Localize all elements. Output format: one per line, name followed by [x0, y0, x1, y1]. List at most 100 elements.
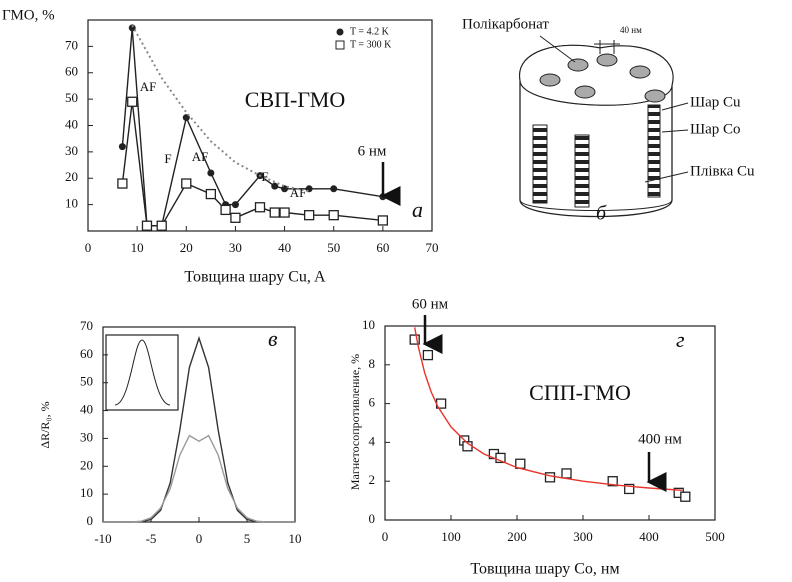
point: [607, 476, 618, 487]
y-tick-label: 50: [65, 90, 78, 105]
series-line: [121, 101, 383, 227]
y-tick-label: 2: [369, 472, 376, 487]
point: [409, 334, 420, 345]
diagram-label: Шар Co: [690, 121, 741, 137]
annotation: 60 нм: [412, 296, 449, 312]
point: [118, 143, 126, 151]
point: [207, 169, 215, 177]
annotation: AF: [192, 149, 209, 164]
y-tick-label: 10: [80, 485, 93, 500]
x-tick-label: 500: [705, 529, 725, 544]
x-tick-label: 0: [85, 240, 92, 255]
annotation: СПП-ГМО: [529, 380, 631, 405]
y-tick-label: 10: [65, 196, 78, 211]
point: [330, 185, 338, 193]
point: [117, 178, 128, 189]
wire: [532, 124, 548, 204]
x-tick-label: 40: [278, 240, 291, 255]
point: [422, 349, 434, 361]
annotation: F: [261, 169, 268, 184]
annotation: СВП-ГМО: [245, 87, 345, 112]
top-face: [519, 44, 674, 106]
y-tick-label: 8: [369, 356, 376, 371]
annotation: 6 нм: [358, 143, 387, 159]
point: [377, 215, 389, 226]
y-tick-label: 50: [80, 374, 93, 389]
x-tick-label: 200: [507, 529, 527, 544]
y-tick-label: 0: [87, 513, 94, 528]
y-tick-label: 10: [362, 317, 375, 332]
legend-label: T = 4.2 K: [350, 26, 390, 37]
pore: [644, 89, 666, 103]
point: [205, 188, 217, 200]
y-tick-label: 60: [65, 64, 78, 79]
series-line: [131, 24, 310, 193]
leader: [594, 40, 620, 54]
point: [303, 210, 315, 221]
legend-label: T = 300 K: [350, 39, 392, 50]
pore: [574, 85, 596, 99]
annotation: AF: [290, 185, 307, 200]
point: [328, 210, 339, 221]
pore: [539, 73, 561, 87]
x-tick-label: 400: [639, 529, 659, 544]
point: [220, 204, 231, 216]
y-tick-label: 40: [80, 402, 93, 417]
y-tick-label: 6: [369, 395, 376, 410]
x-tick-label: 10: [131, 240, 144, 255]
y-axis-label: Магнетосопротивление, %: [348, 354, 362, 490]
legend-marker: [335, 40, 345, 50]
panel-label: в: [268, 326, 278, 351]
panel-label: а: [412, 197, 423, 222]
leader: [644, 102, 689, 183]
y-tick-label: 30: [80, 429, 93, 444]
wire: [574, 134, 590, 208]
x-tick-label: 50: [327, 240, 340, 255]
annotation: F: [164, 151, 171, 166]
point: [515, 458, 526, 469]
inset-curve: [114, 339, 171, 406]
y-tick-label: 70: [65, 37, 78, 52]
x-tick-label: 300: [573, 529, 593, 544]
point: [624, 483, 635, 495]
point: [127, 96, 138, 107]
point: [281, 185, 289, 193]
y-tick-label: 0: [369, 511, 376, 526]
y-axis-label: ГМО, %: [2, 7, 55, 23]
x-tick-label: 20: [180, 240, 193, 255]
y-tick-label: 70: [80, 318, 93, 333]
x-tick-label: -10: [94, 531, 111, 546]
annotation: 400 нм: [638, 431, 682, 447]
x-tick-label: 0: [196, 531, 203, 546]
y-tick-label: 30: [65, 143, 78, 158]
x-tick-label: 5: [244, 531, 251, 546]
series-line: [103, 434, 295, 523]
x-axis-label: Товщина шару Co, нм: [470, 561, 619, 578]
diagram-label: Полікарбонат: [462, 16, 549, 32]
film-edge: [519, 199, 673, 211]
point: [128, 24, 136, 32]
diagram-label: Плівка Cu: [690, 163, 755, 179]
series-line: [103, 335, 295, 523]
point: [181, 178, 192, 189]
point: [544, 472, 556, 483]
point: [254, 202, 266, 213]
point: [680, 491, 691, 502]
wire: [647, 104, 661, 198]
inset-frame: [105, 334, 179, 411]
nanowire-diagram: Полікарбонат 40 нм Шар Cu Шар Co Плівка …: [462, 16, 755, 224]
point: [279, 207, 290, 218]
y-tick-label: 4: [369, 433, 376, 448]
diagram-label: 40 нм: [620, 25, 642, 35]
point: [269, 207, 280, 218]
point: [495, 452, 506, 464]
y-tick-label: 20: [80, 457, 93, 472]
point: [271, 182, 279, 190]
x-axis-label: Товщина шару Cu, A: [184, 269, 326, 286]
plot-frame: [102, 326, 296, 523]
point: [141, 220, 153, 231]
point: [561, 468, 572, 479]
y-tick-label: 60: [80, 346, 93, 361]
x-tick-label: 100: [441, 529, 461, 544]
